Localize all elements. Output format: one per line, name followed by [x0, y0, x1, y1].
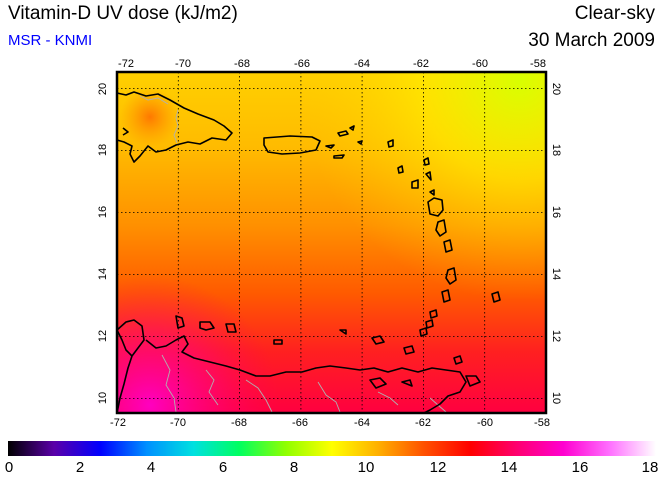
lat-tick-right: 14 [550, 268, 562, 280]
lon-tick-bottom: -72 [110, 417, 126, 429]
lat-tick-left: 16 [97, 206, 109, 218]
lat-tick-left: 12 [97, 330, 109, 342]
lon-tick-top: -66 [294, 58, 310, 70]
source-label: MSR - KNMI [8, 32, 93, 49]
lon-tick-top: -60 [472, 58, 488, 70]
map-figure: -72 -70 -68 -66 -64 -62 -60 -58 -72 -70 … [97, 58, 562, 429]
colorbar-label: 0 [4, 459, 14, 476]
lon-tick-bottom: -70 [170, 417, 186, 429]
lon-tick-top: -70 [175, 58, 191, 70]
lon-tick-bottom: -58 [534, 417, 550, 429]
colorbar-label: 16 [571, 459, 589, 476]
colorbar-label: 2 [75, 459, 85, 476]
lon-tick-top: -62 [413, 58, 429, 70]
lon-tick-top: -72 [118, 58, 134, 70]
coastlines [116, 91, 501, 414]
condition-label: Clear-sky [574, 3, 655, 24]
lat-axis-right: 10 12 14 16 18 20 [550, 83, 562, 404]
lon-tick-bottom: -64 [354, 417, 370, 429]
lat-tick-left: 10 [97, 392, 109, 404]
lat-tick-right: 18 [550, 144, 562, 156]
lon-tick-bottom: -62 [415, 417, 431, 429]
map-frame [115, 70, 548, 415]
lat-tick-right: 12 [550, 330, 562, 342]
lat-tick-right: 10 [550, 392, 562, 404]
graticule-grid [117, 72, 546, 413]
lon-tick-bottom: -68 [231, 417, 247, 429]
lat-tick-left: 14 [97, 268, 109, 280]
lat-tick-left: 18 [97, 144, 109, 156]
lat-axis-left: 10 12 14 16 18 20 [97, 83, 109, 404]
lon-tick-top: -58 [530, 58, 546, 70]
colorbar-label: 4 [146, 459, 156, 476]
lon-tick-top: -68 [234, 58, 250, 70]
lat-tick-right: 20 [550, 83, 562, 95]
lon-tick-top: -64 [354, 58, 370, 70]
colorbar-label: 6 [218, 459, 228, 476]
map-title: Vitamin-D UV dose (kJ/m2) [8, 3, 238, 24]
colorbar-label: 8 [289, 459, 299, 476]
lat-tick-left: 20 [97, 83, 109, 95]
dose-field [117, 72, 546, 413]
colorbar-label: 18 [641, 459, 659, 476]
border-lines [139, 95, 447, 413]
lat-tick-right: 16 [550, 206, 562, 218]
date-label: 30 March 2009 [528, 30, 655, 51]
colorbar-label: 12 [429, 459, 447, 476]
lon-axis-top: -72 -70 -68 -66 -64 -62 -60 -58 [118, 58, 546, 70]
lon-tick-bottom: -66 [292, 417, 308, 429]
colorbar-label: 10 [357, 459, 375, 476]
colorbar-label: 14 [500, 459, 518, 476]
lon-axis-bottom: -72 -70 -68 -66 -64 -62 -60 -58 [110, 417, 550, 429]
lon-tick-bottom: -60 [477, 417, 493, 429]
colorbar [8, 441, 656, 456]
